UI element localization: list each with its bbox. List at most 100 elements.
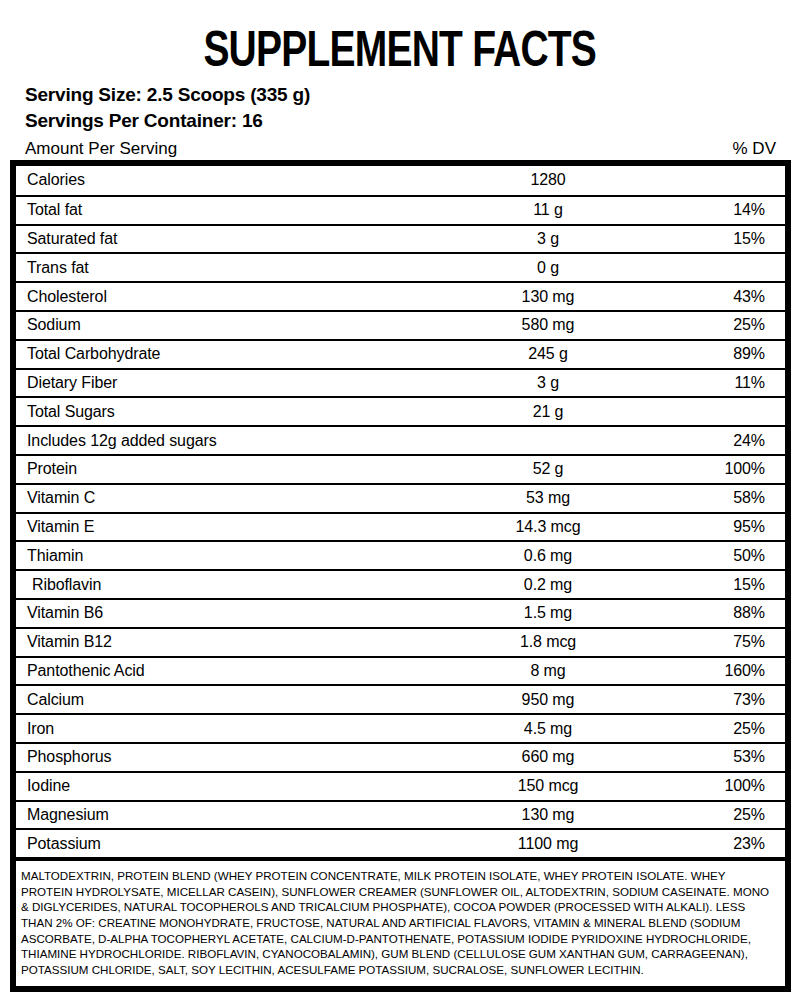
nutrient-row: Vitamin E 14.3 mcg 95%: [16, 512, 785, 541]
nutrient-row: Saturated fat 3 g 15%: [16, 224, 785, 253]
nutrient-row: Magnesium 130 mg 25%: [16, 800, 785, 829]
percent-dv-label: % DV: [733, 138, 776, 159]
facts-table: Calories 1280 Total fat 11 g 14% Saturat…: [10, 160, 791, 992]
nutrient-row: Vitamin B6 1.5 mg 88%: [16, 598, 785, 627]
nutrient-name: Total fat: [16, 201, 423, 219]
nutrient-row: Riboflavin 0.2 mg 15%: [16, 569, 785, 598]
nutrient-name: Potassium: [16, 835, 423, 853]
nutrient-name: Vitamin B12: [16, 633, 423, 651]
nutrient-row: Thiamin 0.6 mg 50%: [16, 540, 785, 569]
nutrient-amount: 150 mcg: [423, 777, 673, 795]
nutrient-name: Iron: [16, 720, 423, 738]
nutrient-amount: 21 g: [423, 403, 673, 421]
ingredients-text: MALTODEXTRIN, PROTEIN BLEND (WHEY PROTEI…: [16, 857, 785, 986]
nutrient-name: Cholesterol: [16, 288, 423, 306]
nutrient-name: Saturated fat: [16, 230, 423, 248]
nutrient-amount: 580 mg: [423, 316, 673, 334]
nutrient-row: Cholesterol 130 mg 43%: [16, 281, 785, 310]
nutrient-row: Protein 52 g 100%: [16, 454, 785, 483]
nutrient-row: Potassium 1100 mg 23%: [16, 828, 785, 857]
nutrient-row: Total fat 11 g 14%: [16, 195, 785, 224]
nutrient-amount: 0.6 mg: [423, 547, 673, 565]
nutrient-dv: 23%: [673, 835, 785, 853]
nutrient-amount: 3 g: [423, 230, 673, 248]
nutrient-name: Riboflavin: [16, 576, 423, 594]
table-header: Amount Per Serving % DV: [10, 138, 790, 159]
nutrient-row: Total Carbohydrate 245 g 89%: [16, 339, 785, 368]
nutrient-amount: 4.5 mg: [423, 720, 673, 738]
nutrient-name: Protein: [16, 460, 423, 478]
nutrient-name: Thiamin: [16, 547, 423, 565]
nutrient-dv: 58%: [673, 489, 785, 507]
nutrient-name: Calcium: [16, 691, 423, 709]
nutrient-name: Vitamin B6: [16, 604, 423, 622]
nutrient-row: Vitamin C 53 mg 58%: [16, 483, 785, 512]
nutrient-name: Total Carbohydrate: [16, 345, 423, 363]
nutrient-amount: 1280: [423, 171, 673, 189]
nutrient-amount: 53 mg: [423, 489, 673, 507]
amount-per-serving-label: Amount Per Serving: [25, 138, 177, 159]
nutrient-name: Includes 12g added sugars: [16, 432, 423, 450]
nutrient-row: Phosphorus 660 mg 53%: [16, 742, 785, 771]
nutrient-dv: 53%: [673, 748, 785, 766]
nutrient-name: Vitamin E: [16, 518, 423, 536]
nutrient-dv: 25%: [673, 806, 785, 824]
nutrient-dv: 25%: [673, 720, 785, 738]
nutrient-dv: 25%: [673, 316, 785, 334]
nutrient-dv: 95%: [673, 518, 785, 536]
nutrient-amount: 14.3 mcg: [423, 518, 673, 536]
nutrient-amount: 8 mg: [423, 662, 673, 680]
nutrient-name: Phosphorus: [16, 748, 423, 766]
nutrient-dv: 50%: [673, 547, 785, 565]
nutrient-row: Calories 1280: [16, 166, 785, 195]
nutrient-amount: 130 mg: [423, 288, 673, 306]
page-title-text: SUPPLEMENT FACTS: [204, 24, 597, 74]
nutrient-dv: 43%: [673, 288, 785, 306]
serving-info: Serving Size: 2.5 Scoops (335 g) Serving…: [25, 82, 800, 134]
nutrient-name: Iodine: [16, 777, 423, 795]
servings-per-container-line: Servings Per Container: 16: [25, 108, 800, 134]
nutrient-amount: 245 g: [423, 345, 673, 363]
nutrient-dv: 24%: [673, 432, 785, 450]
page-title: SUPPLEMENT FACTS: [0, 24, 800, 66]
nutrient-name: Calories: [16, 171, 423, 189]
nutrient-dv: 160%: [673, 662, 785, 680]
nutrient-name: Sodium: [16, 316, 423, 334]
nutrient-row: Vitamin B12 1.8 mcg 75%: [16, 627, 785, 656]
nutrient-row: Total Sugars 21 g: [16, 396, 785, 425]
nutrient-dv: 100%: [673, 460, 785, 478]
nutrient-name: Vitamin C: [16, 489, 423, 507]
nutrient-dv: 75%: [673, 633, 785, 651]
nutrient-rows: Calories 1280 Total fat 11 g 14% Saturat…: [16, 166, 785, 857]
nutrient-name: Magnesium: [16, 806, 423, 824]
nutrient-name: Trans fat: [16, 259, 423, 277]
nutrient-dv: 73%: [673, 691, 785, 709]
nutrient-amount: 950 mg: [423, 691, 673, 709]
nutrient-row: Iron 4.5 mg 25%: [16, 713, 785, 742]
nutrient-name: Dietary Fiber: [16, 374, 423, 392]
nutrient-amount: 11 g: [423, 201, 673, 219]
nutrient-amount: 52 g: [423, 460, 673, 478]
nutrient-name: Total Sugars: [16, 403, 423, 421]
nutrient-amount: 0 g: [423, 259, 673, 277]
nutrient-row: Calcium 950 mg 73%: [16, 684, 785, 713]
nutrient-amount: 3 g: [423, 374, 673, 392]
nutrient-amount: 0.2 mg: [423, 576, 673, 594]
serving-size-line: Serving Size: 2.5 Scoops (335 g): [25, 82, 800, 108]
nutrient-dv: 100%: [673, 777, 785, 795]
nutrient-dv: 88%: [673, 604, 785, 622]
nutrient-row: Includes 12g added sugars 24%: [16, 425, 785, 454]
nutrient-amount: 130 mg: [423, 806, 673, 824]
nutrient-row: Trans fat 0 g: [16, 252, 785, 281]
nutrient-amount: 660 mg: [423, 748, 673, 766]
nutrient-row: Iodine 150 mcg 100%: [16, 771, 785, 800]
nutrient-name: Pantothenic Acid: [16, 662, 423, 680]
nutrient-amount: 1.8 mcg: [423, 633, 673, 651]
nutrient-dv: 89%: [673, 345, 785, 363]
nutrient-row: Pantothenic Acid 8 mg 160%: [16, 656, 785, 685]
nutrient-amount: 1.5 mg: [423, 604, 673, 622]
nutrient-amount: 1100 mg: [423, 835, 673, 853]
supplement-facts-label: SUPPLEMENT FACTS Serving Size: 2.5 Scoop…: [0, 24, 800, 1000]
nutrient-dv: 11%: [673, 374, 785, 392]
nutrient-dv: 15%: [673, 576, 785, 594]
